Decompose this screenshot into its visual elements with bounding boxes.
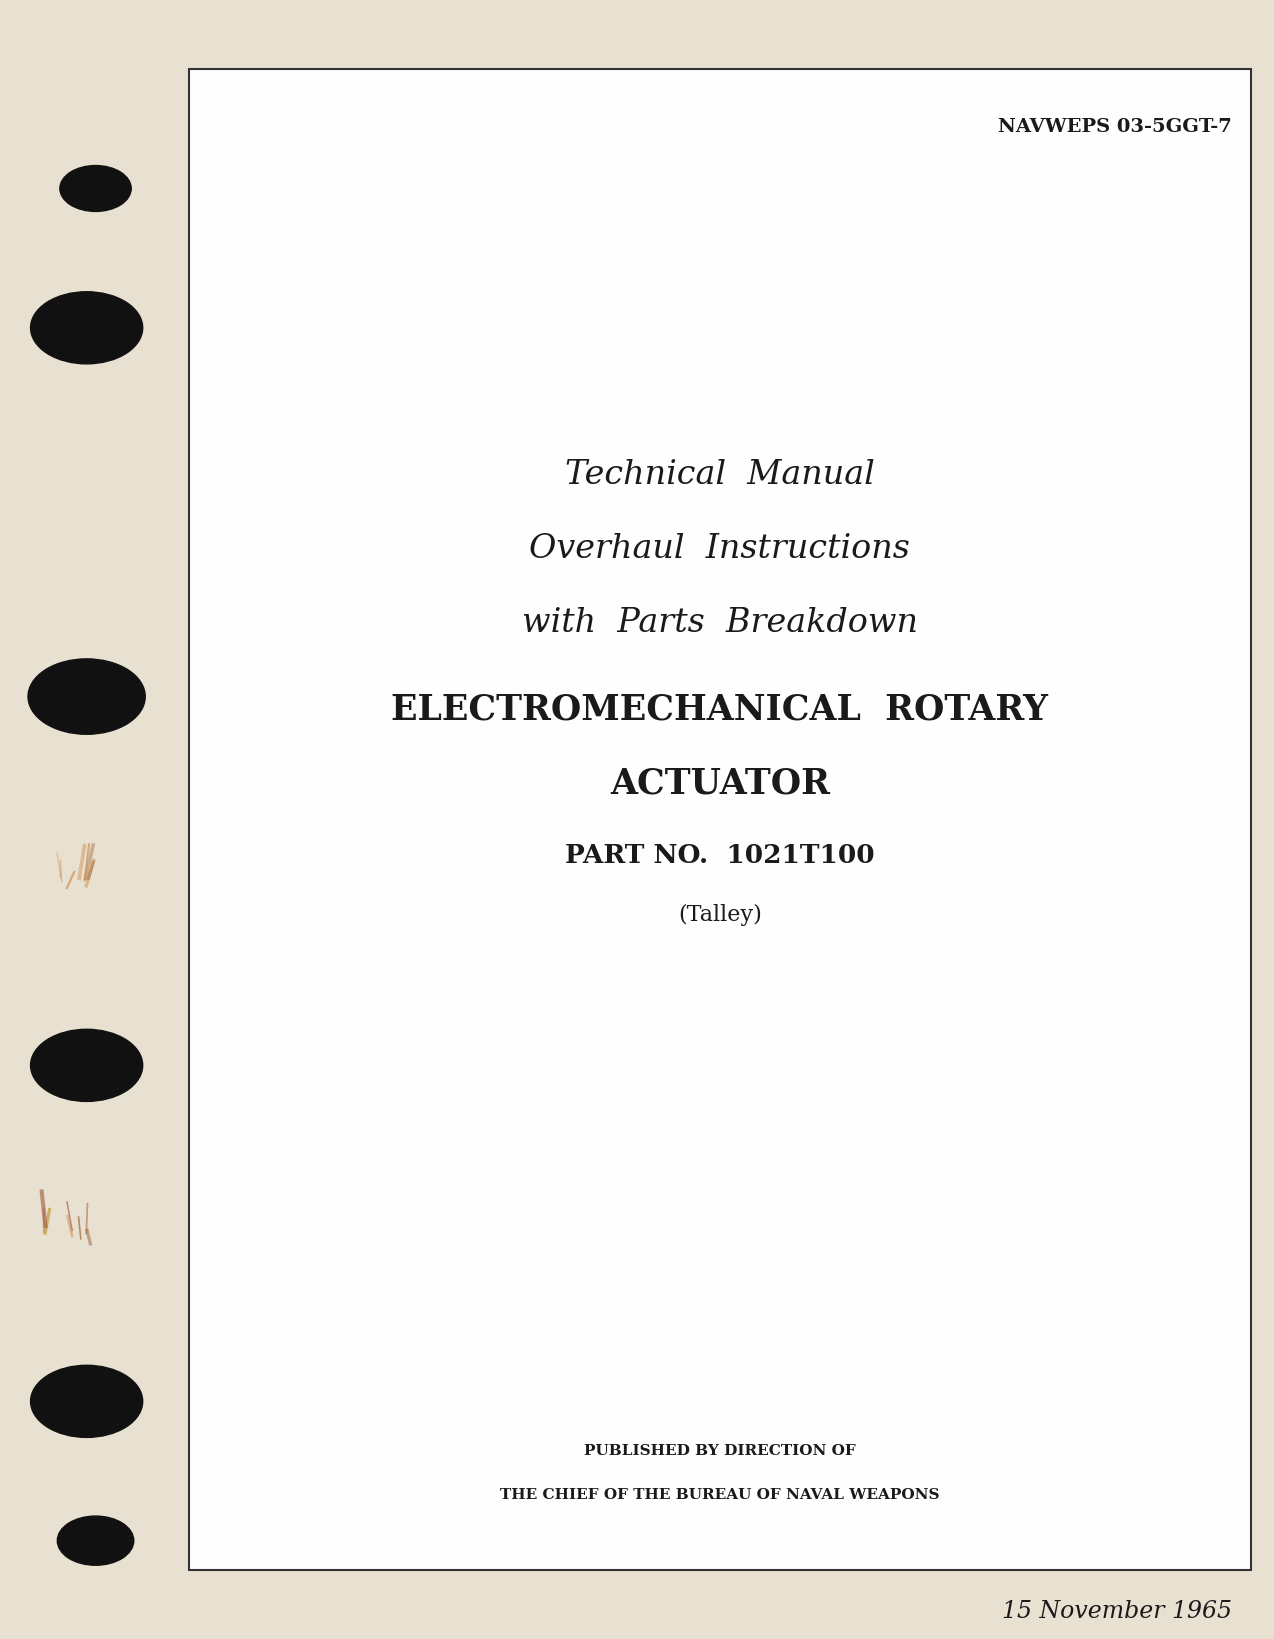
Text: THE CHIEF OF THE BUREAU OF NAVAL WEAPONS: THE CHIEF OF THE BUREAU OF NAVAL WEAPONS bbox=[501, 1488, 939, 1501]
Text: with  Parts  Breakdown: with Parts Breakdown bbox=[522, 606, 917, 639]
Text: Technical  Manual: Technical Manual bbox=[564, 459, 875, 492]
Ellipse shape bbox=[60, 166, 131, 211]
Text: Overhaul  Instructions: Overhaul Instructions bbox=[530, 533, 910, 565]
Text: NAVWEPS 03-5GGT-7: NAVWEPS 03-5GGT-7 bbox=[999, 118, 1232, 136]
Ellipse shape bbox=[31, 1365, 143, 1437]
Bar bbox=[189, 69, 1251, 1570]
Text: ELECTROMECHANICAL  ROTARY: ELECTROMECHANICAL ROTARY bbox=[391, 693, 1049, 726]
Text: PUBLISHED BY DIRECTION OF: PUBLISHED BY DIRECTION OF bbox=[583, 1444, 856, 1457]
Text: PART NO.  1021T100: PART NO. 1021T100 bbox=[564, 842, 875, 869]
Ellipse shape bbox=[57, 1516, 134, 1565]
Text: 15 November 1965: 15 November 1965 bbox=[1001, 1600, 1232, 1623]
Ellipse shape bbox=[28, 659, 145, 734]
Text: (Talley): (Talley) bbox=[678, 903, 762, 926]
Ellipse shape bbox=[31, 1029, 143, 1101]
Ellipse shape bbox=[31, 292, 143, 364]
Text: ACTUATOR: ACTUATOR bbox=[610, 767, 829, 800]
